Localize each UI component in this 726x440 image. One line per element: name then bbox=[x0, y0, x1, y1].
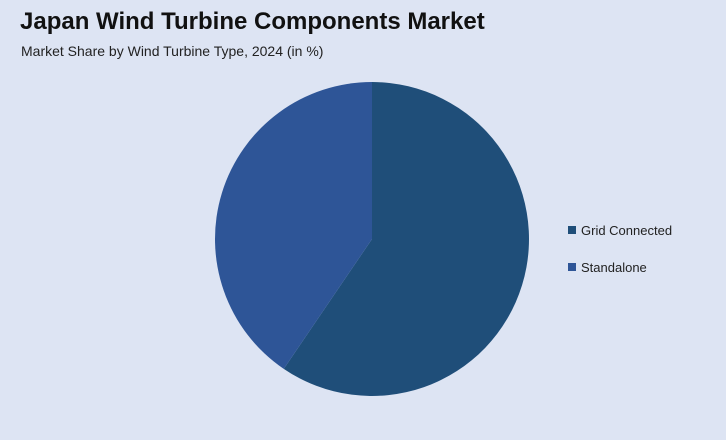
pie-slice-grid-connected bbox=[283, 82, 529, 396]
legend-item-standalone: Standalone bbox=[568, 257, 672, 277]
legend-swatch-grid-connected bbox=[568, 226, 576, 234]
chart-title: Japan Wind Turbine Components Market bbox=[20, 8, 485, 35]
legend-label-standalone: Standalone bbox=[581, 259, 647, 275]
legend-label-grid-connected: Grid Connected bbox=[581, 222, 673, 238]
chart-legend: Grid Connected Standalone bbox=[568, 220, 672, 294]
pie-slice-standalone bbox=[215, 81, 372, 369]
legend-swatch-standalone bbox=[568, 263, 576, 271]
legend-item-grid-connected: Grid Connected bbox=[568, 220, 672, 240]
chart-subtitle: Market Share by Wind Turbine Type, 2024 … bbox=[21, 43, 324, 59]
